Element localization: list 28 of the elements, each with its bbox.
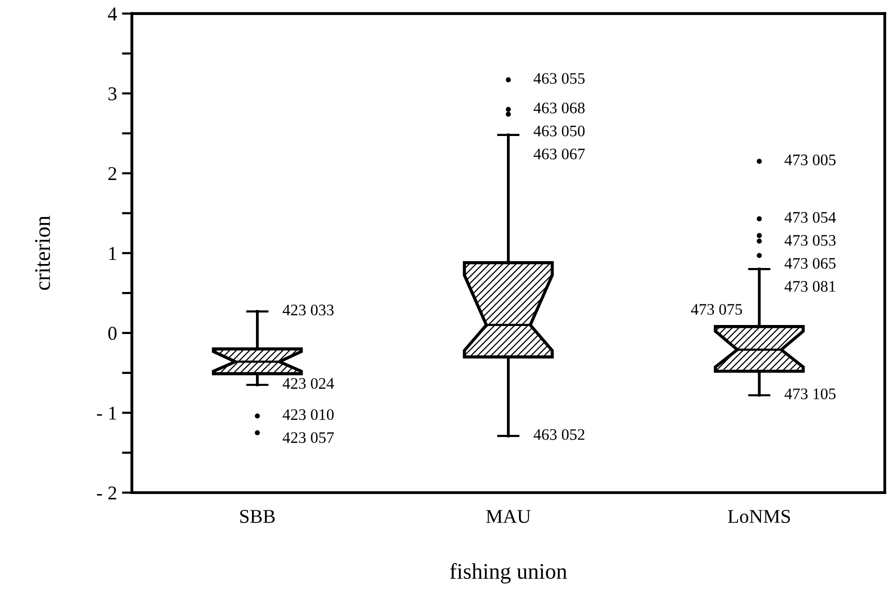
annotation: 473 053 — [784, 234, 836, 246]
y-tick-label: 4 — [108, 8, 117, 20]
y-tick-label: 3 — [108, 87, 117, 100]
y-tick-label: 2 — [108, 167, 116, 180]
annotation: 473 081 — [784, 280, 836, 292]
annotation: 473 065 — [784, 258, 836, 269]
annotation: 423 024 — [282, 378, 334, 389]
x-axis-title: fishing union — [450, 563, 567, 584]
x-tick-label: LoNMS — [728, 510, 790, 523]
y-tick-label: 1 — [109, 247, 116, 260]
annotation: 463 052 — [534, 429, 584, 440]
annotation: 463 050 — [534, 126, 585, 136]
x-tick-label: SBB — [240, 510, 275, 523]
annotation: 423 010 — [282, 409, 334, 420]
y-tick-label: 0 — [108, 326, 117, 340]
y-tick-label: - 1 — [96, 406, 116, 420]
annotation: 473 005 — [784, 154, 836, 166]
annotation: 463 055 — [534, 73, 585, 84]
annotation: 463 068 — [534, 102, 585, 114]
y-axis-title: criterion — [35, 216, 50, 290]
annotation: 463 067 — [534, 148, 585, 160]
annotation: 423 057 — [282, 432, 334, 443]
x-tick-label: MAU — [486, 510, 531, 523]
y-tick-label: - 2 — [96, 486, 116, 500]
annotation: 473 105 — [784, 388, 836, 400]
annotation: 473 075 — [691, 304, 742, 315]
annotation: 473 054 — [784, 212, 836, 223]
annotation: 423 033 — [282, 304, 334, 316]
